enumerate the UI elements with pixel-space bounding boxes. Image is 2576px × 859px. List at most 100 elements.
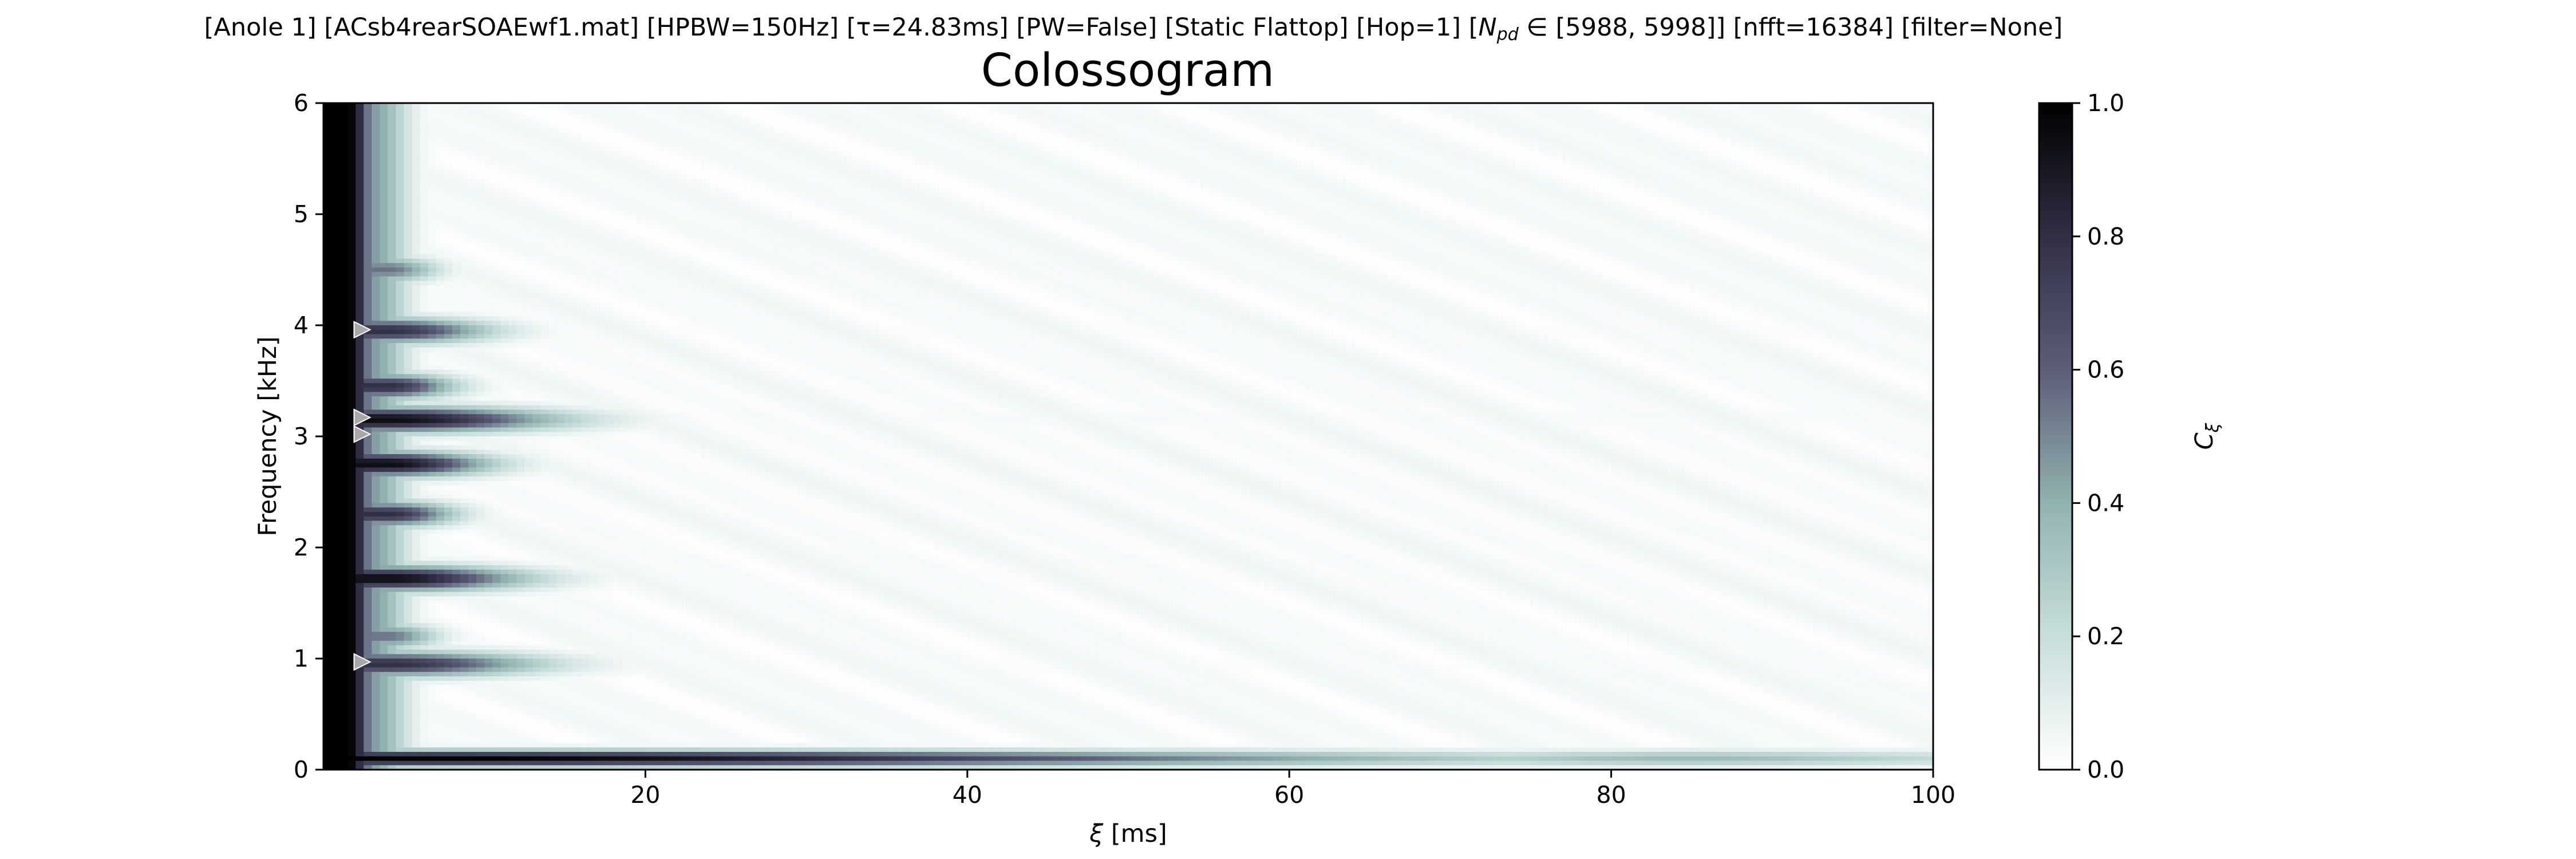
heatmap-cell [799,174,807,179]
heatmap-cell [388,121,396,125]
heatmap-cell [1160,130,1169,135]
heatmap-cell [1643,156,1652,161]
heatmap-cell [1595,205,1603,210]
heatmap-cell [1338,143,1346,148]
heatmap-cell [710,116,718,121]
heatmap-cell [1120,108,1129,112]
heatmap-cell [1820,139,1829,143]
heatmap-cell [1072,183,1081,188]
heatmap-cell [710,130,718,135]
heatmap-cell [1265,108,1274,112]
heatmap-cell [1346,205,1354,210]
heatmap-cell [1595,156,1603,161]
heatmap-cell [1531,143,1539,148]
heatmap-cell [750,196,758,201]
heatmap-cell [444,192,453,196]
heatmap-cell [1273,116,1282,121]
heatmap-cell [1483,192,1491,196]
heatmap-cell [1732,174,1741,179]
heatmap-cell [1458,108,1467,112]
heatmap-cell [1032,210,1040,214]
heatmap-cell [1877,196,1886,201]
heatmap-cell [807,143,815,148]
heatmap-cell [1330,121,1338,125]
heatmap-cell [1467,134,1475,139]
heatmap-cell [951,130,960,135]
heatmap-cell [1168,187,1177,192]
heatmap-cell [428,121,437,125]
heatmap-cell [1386,170,1394,174]
heatmap-cell [1056,187,1064,192]
heatmap-cell [1152,201,1161,206]
heatmap-cell [1804,196,1813,201]
heatmap-cell [1008,166,1016,170]
heatmap-cell [565,139,574,143]
heatmap-cell [718,161,726,166]
heatmap-cell [1499,156,1507,161]
heatmap-cell [1096,156,1105,161]
heatmap-cell [1064,125,1073,130]
heatmap-cell [629,130,638,135]
heatmap-cell [1032,139,1040,143]
heatmap-cell [1040,116,1048,121]
heatmap-cell [1780,121,1789,125]
heatmap-cell [468,134,477,139]
heatmap-cell [1330,156,1338,161]
heatmap-cell [581,201,590,206]
heatmap-cell [1402,179,1411,183]
heatmap-cell [1652,121,1660,125]
heatmap-cell [1877,166,1886,170]
heatmap-cell [1217,134,1226,139]
heatmap-cell [1112,196,1121,201]
heatmap-cell [1885,148,1894,152]
heatmap-cell [1394,161,1402,166]
heatmap-cell [855,139,863,143]
heatmap-cell [1064,156,1073,161]
heatmap-cell [1032,156,1040,161]
heatmap-cell [983,161,992,166]
heatmap-cell [1426,192,1435,196]
heatmap-cell [1820,152,1829,156]
heatmap-cell [1700,143,1708,148]
heatmap-cell [1603,156,1612,161]
heatmap-cell [1515,179,1523,183]
heatmap-cell [991,210,1000,214]
heatmap-cell [1764,161,1773,166]
heatmap-cell [1780,156,1789,161]
heatmap-cell [1611,121,1620,125]
heatmap-cell [1378,192,1386,196]
heatmap-cell [1289,166,1298,170]
heatmap-cell [1128,161,1137,166]
heatmap-cell [1233,139,1242,143]
heatmap-cell [1925,161,1934,166]
heatmap-cell [999,196,1008,201]
heatmap-cell [364,192,372,196]
heatmap-cell [774,187,783,192]
heatmap-cell [1885,166,1894,170]
heatmap-cell [1748,210,1757,214]
heatmap-cell [766,183,775,188]
heatmap-cell [629,170,638,174]
heatmap-cell [1796,196,1805,201]
heatmap-cell [1209,166,1218,170]
heatmap-cell [1378,196,1386,201]
heatmap-cell [959,116,968,121]
heatmap-cell [766,205,775,210]
heatmap-cell [1627,166,1636,170]
heatmap-cell [1096,187,1105,192]
heatmap-cell [871,205,879,210]
heatmap-cell [1321,196,1330,201]
heatmap-cell [1708,174,1716,179]
heatmap-cell [1812,201,1821,206]
heatmap-cell [1458,183,1467,188]
heatmap-cell [694,201,702,206]
heatmap-cell [991,201,1000,206]
heatmap-cell [1209,121,1218,125]
heatmap-cell [1184,179,1193,183]
heatmap-cell [1587,201,1595,206]
heatmap-cell [895,187,903,192]
heatmap-cell [1764,210,1773,214]
heatmap-cell [605,152,614,156]
heatmap-cell [951,152,960,156]
heatmap-cell [1184,201,1193,206]
